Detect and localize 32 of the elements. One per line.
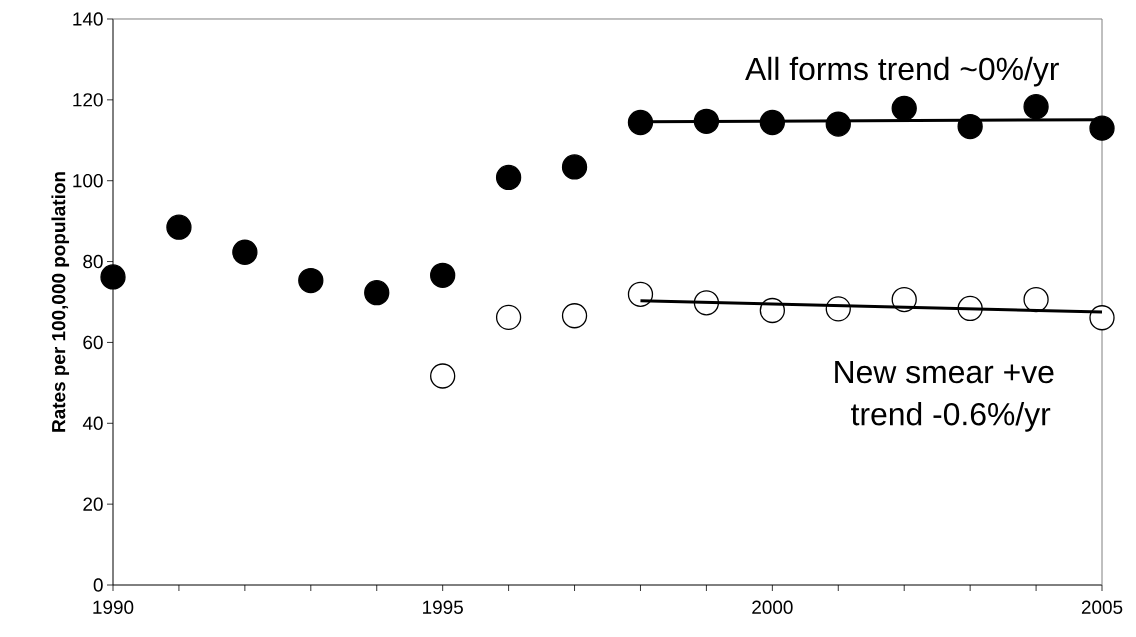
y-tick-label: 0 (93, 578, 103, 592)
point (166, 214, 192, 240)
y-tick-label: 140 (73, 12, 103, 26)
y-tick-label: 20 (83, 497, 103, 511)
point (627, 281, 654, 307)
point (1089, 305, 1115, 331)
annotation: New smear +ve (835, 361, 1054, 384)
point (495, 164, 522, 191)
x-tick-label: 2005 (1081, 600, 1123, 614)
y-tick-label: 60 (83, 335, 103, 350)
point (298, 267, 324, 294)
point (1023, 94, 1049, 120)
point (430, 262, 456, 288)
point (627, 109, 654, 136)
point (364, 280, 390, 306)
point (1089, 115, 1115, 141)
point (232, 239, 258, 265)
point (891, 95, 917, 121)
y-axis-title: Rates per 100,000 population (51, 172, 70, 432)
point (430, 363, 456, 389)
annotation: All forms trend ~0%/yr (745, 56, 1059, 87)
y-tick-label: 120 (73, 93, 103, 107)
x-tick-label: 1990 (93, 600, 134, 614)
y-tick-label: 100 (73, 174, 103, 188)
point (561, 154, 588, 180)
y-tick-label: 80 (83, 254, 103, 269)
point (495, 304, 522, 331)
x-tick-label: 1995 (423, 600, 463, 614)
point (561, 303, 588, 329)
annotation: trend -0.6%/yr (851, 402, 1051, 432)
x-tick-label: 2000 (752, 600, 793, 614)
y-tick-label: 40 (82, 416, 103, 430)
